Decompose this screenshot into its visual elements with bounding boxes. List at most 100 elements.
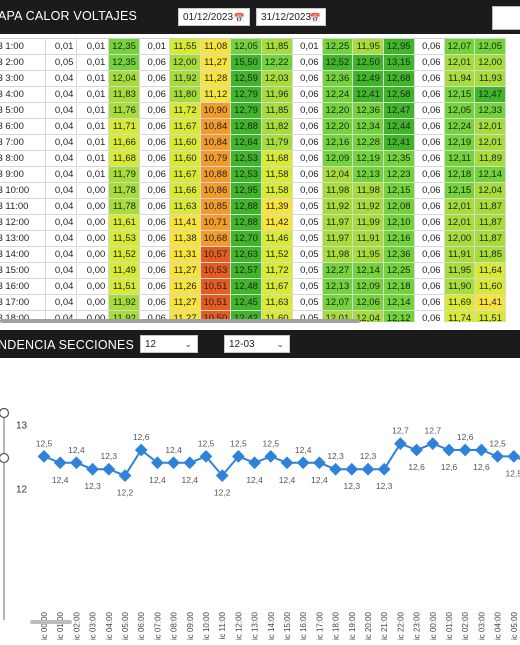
data-label: 12,4 — [68, 445, 85, 455]
data-label: 12,5 — [36, 438, 53, 448]
data-point-marker — [377, 462, 391, 476]
heat-cell: 11,46 — [260, 230, 293, 247]
heat-cell: 11,92 — [352, 198, 384, 215]
heat-cell: 11,79 — [108, 166, 140, 183]
section-dropdown[interactable]: 12 ⌄ — [140, 335, 198, 353]
heat-cell: 0,06 — [413, 86, 445, 103]
heat-cell: 11,67 — [168, 166, 201, 183]
heat-cell: 11,71 — [108, 118, 140, 135]
heat-cell: 12,01 — [474, 118, 506, 135]
header-panel — [492, 6, 520, 30]
heat-cell: 10,79 — [199, 150, 232, 167]
date-to-input[interactable]: 31/12/2023 📅 — [256, 8, 326, 26]
column-dropdown[interactable]: 12-03 ⌄ — [224, 335, 290, 353]
heat-cell: 11,72 — [260, 262, 293, 279]
table-row: -23 17:000,040,0011,920,0611,2710,5112,4… — [0, 294, 506, 311]
row-label: -23 16:00 — [0, 278, 46, 295]
heat-cell: 10,84 — [199, 134, 232, 151]
table-row: -23 16:000,040,0011,510,0611,2610,5112,4… — [0, 278, 506, 295]
heat-cell: 0,04 — [44, 70, 78, 87]
horizontal-scrollbar[interactable] — [0, 319, 360, 323]
heatmap-header-bar: APA CALOR VOLTAJES 01/12/2023 📅 31/12/20… — [0, 0, 520, 34]
x-tick-label: 01-dic 08:00 — [170, 611, 179, 640]
heat-cell: 0,00 — [76, 230, 110, 247]
heat-cell: 0,06 — [291, 102, 323, 119]
heat-cell: 11,66 — [168, 182, 201, 199]
x-tick-label: 01-dic 16:00 — [299, 611, 308, 640]
calendar-icon[interactable]: 📅 — [233, 13, 245, 23]
heat-cell: 11,79 — [260, 134, 293, 151]
heat-cell: 12,52 — [321, 54, 354, 71]
heat-cell: 12,00 — [443, 230, 476, 247]
data-point-marker — [313, 456, 326, 470]
heat-cell: 11,80 — [168, 86, 201, 103]
data-point-marker — [280, 456, 294, 470]
chart-scrollbar[interactable] — [30, 620, 72, 624]
heat-cell: 0,04 — [44, 134, 78, 151]
row-label: -23 5:00 — [0, 102, 46, 119]
heat-cell: 0,06 — [413, 246, 445, 263]
heat-cell: 0,06 — [138, 214, 170, 231]
heat-cell: 0,06 — [413, 198, 445, 215]
heat-cell: 0,06 — [138, 86, 170, 103]
calendar-icon[interactable]: 📅 — [309, 13, 321, 23]
x-tick-label: 01-dic 07:00 — [153, 611, 162, 640]
heat-cell: 0,06 — [413, 214, 445, 231]
heat-cell: 12,57 — [230, 262, 262, 279]
heat-cell: 12,05 — [230, 38, 262, 55]
heat-cell: 0,01 — [76, 150, 110, 167]
heat-cell: 11,63 — [260, 294, 293, 311]
data-point-marker — [345, 462, 359, 476]
heat-cell: 12,00 — [168, 54, 201, 71]
heat-cell: 0,06 — [138, 54, 170, 71]
heat-cell: 0,04 — [44, 262, 78, 279]
data-label: 12,4 — [246, 475, 263, 485]
heat-cell: 11,28 — [199, 70, 232, 87]
heat-cell: 0,04 — [44, 182, 78, 199]
data-label: 12,6 — [441, 462, 458, 472]
heat-cell: 12,01 — [474, 134, 506, 151]
data-point-marker — [475, 443, 488, 457]
data-point-marker — [70, 456, 83, 470]
heat-cell: 12,00 — [474, 54, 506, 71]
data-label: 12,4 — [165, 445, 182, 455]
heatmap-title: APA CALOR VOLTAJES — [0, 9, 138, 23]
heat-cell: 0,06 — [413, 54, 445, 71]
row-label: -23 3:00 — [0, 70, 46, 87]
data-label: 12,5 — [230, 438, 247, 448]
heat-cell: 11,27 — [199, 54, 232, 71]
heat-cell: 12,59 — [230, 70, 262, 87]
heat-cell: 0,05 — [291, 214, 323, 231]
heat-cell: 0,04 — [44, 166, 78, 183]
heat-cell: 11,85 — [260, 102, 293, 119]
heat-cell: 12,63 — [230, 246, 262, 263]
heat-cell: 11,31 — [168, 246, 201, 263]
data-point-marker — [507, 450, 520, 463]
heat-cell: 0,01 — [76, 54, 110, 71]
data-label: 12,6 — [473, 462, 490, 472]
heat-cell: 12,35 — [108, 38, 140, 55]
date-from-input[interactable]: 01/12/2023 📅 — [178, 8, 250, 26]
heat-cell: 12,19 — [443, 134, 476, 151]
table-row: -23 13:000,040,0011,530,0611,3810,6812,7… — [0, 230, 506, 247]
heat-cell: 0,06 — [291, 134, 323, 151]
heat-cell: 12,68 — [382, 70, 415, 87]
heat-cell: 12,36 — [321, 70, 354, 87]
data-label: 12,3 — [360, 451, 377, 461]
heat-cell: 0,06 — [291, 118, 323, 135]
heat-cell: 0,04 — [44, 118, 78, 135]
heat-cell: 12,23 — [382, 166, 415, 183]
heat-cell: 12,70 — [230, 230, 262, 247]
data-label: 12,6 — [457, 432, 474, 442]
heat-cell: 12,16 — [321, 134, 354, 151]
data-point-marker — [264, 450, 278, 463]
heat-cell: 12,04 — [108, 70, 140, 87]
heat-cell: 0,01 — [291, 38, 323, 55]
y-tick-label: 12 — [16, 484, 28, 495]
heat-cell: 11,94 — [443, 70, 476, 87]
heat-cell: 12,28 — [352, 134, 384, 151]
heat-cell: 11,87 — [474, 198, 506, 215]
x-tick-label: 01-dic 09:00 — [186, 611, 195, 640]
heat-cell: 12,79 — [230, 86, 262, 103]
x-tick-label: 01-dic 06:00 — [137, 611, 146, 640]
